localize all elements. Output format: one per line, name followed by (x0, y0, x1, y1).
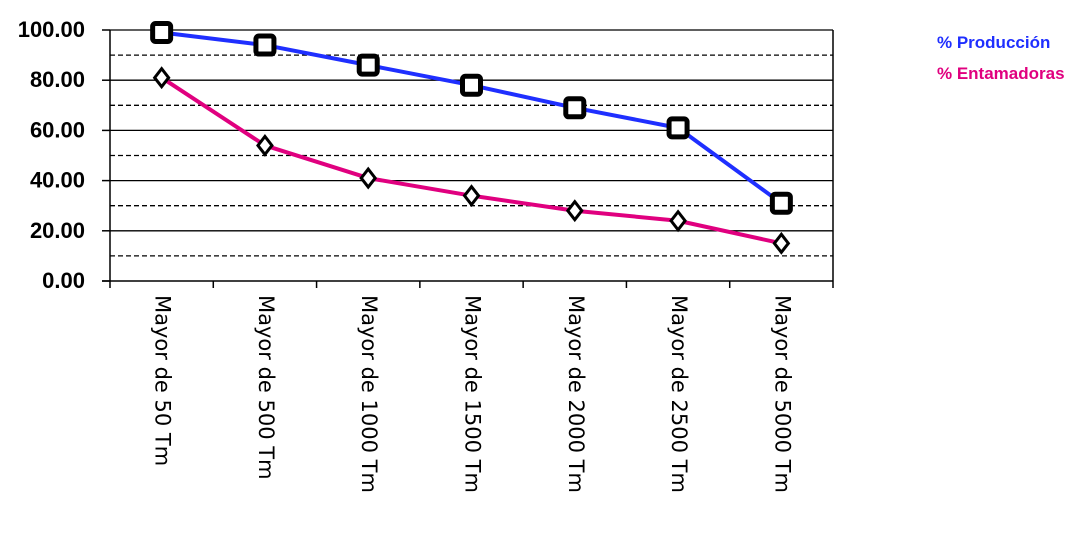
x-tick-label: Mayor de 2000 Tm (564, 295, 588, 493)
grid-lines (110, 29, 833, 257)
data-point-diamond (152, 66, 171, 90)
data-point-diamond (256, 134, 274, 157)
x-axis-ticks: Mayor de 50 Tm Mayor de 500 Tm Mayor de 10… (109, 281, 834, 493)
data-point-square (460, 73, 483, 97)
series-line-0 (161, 30, 783, 205)
data-point-square (666, 116, 690, 140)
data-point-square (253, 33, 277, 57)
x-tick-label: Mayor de 50 Tm (151, 295, 175, 466)
data-point-square (150, 21, 174, 45)
x-tick-label: Mayor de 5000 Tm (770, 295, 794, 493)
y-tick-label: 20.00 (30, 218, 85, 243)
x-tick-label: Mayor de 1000 Tm (357, 295, 381, 493)
chart-axes (102, 30, 834, 282)
legend-entry: % Producción (937, 33, 1050, 52)
x-tick-label: Mayor de 1500 Tm (461, 295, 485, 493)
data-point-diamond (772, 231, 791, 255)
data-point-square (356, 53, 380, 77)
y-tick-label: 0.00 (42, 268, 85, 293)
x-tick-label: Mayor de 500 Tm (254, 295, 278, 480)
y-tick-label: 60.00 (30, 117, 85, 142)
x-tick-label: Mayor de 2500 Tm (667, 295, 691, 493)
data-point-diamond (462, 184, 481, 208)
legend: % Producción % Entamadoras (937, 33, 1065, 83)
data-point-square (563, 96, 587, 120)
data-point-diamond (359, 166, 378, 190)
data-point-diamond (565, 199, 584, 223)
y-tick-label: 40.00 (30, 168, 85, 193)
data-point-square (769, 191, 793, 215)
series-line-1 (160, 76, 782, 246)
legend-entry: % Entamadoras (937, 64, 1065, 83)
data-point-diamond (669, 209, 687, 233)
y-axis-ticks: 0.00 20.00 40.00 60.00 80.00 100.00 (18, 17, 110, 293)
y-tick-label: 100.00 (18, 17, 85, 42)
series-group (150, 21, 793, 255)
y-tick-label: 80.00 (30, 67, 85, 92)
